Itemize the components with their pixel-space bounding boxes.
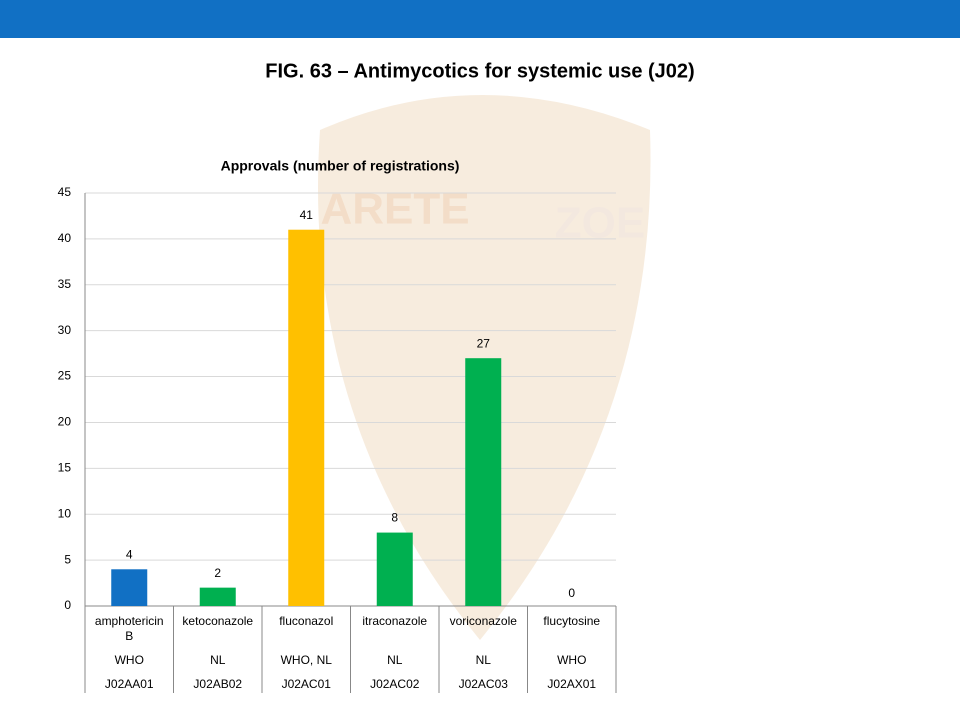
x-group-label: NL [387,653,403,667]
value-label: 41 [300,208,314,222]
x-tick-label: fluconazol [279,614,334,628]
bar [199,587,236,606]
x-group-label: J02AB02 [193,677,243,691]
y-tick-label: 45 [58,185,72,199]
x-tick-label: voriconazole [449,614,517,628]
bar [376,532,413,606]
y-tick-label: 20 [58,415,72,429]
chart-title: FIG. 63 – Antimycotics for systemic use … [265,60,694,82]
x-tick-label: amphotericin B [94,614,164,643]
x-tick-label: itraconazole [362,614,428,628]
value-label: 27 [477,336,491,350]
value-label: 4 [126,547,133,561]
x-group-label: J02AA01 [104,677,154,691]
x-tick-label: flucytosine [543,614,601,628]
y-tick-label: 5 [64,552,71,566]
x-group-label: J02AC01 [281,677,331,691]
y-tick-label: 10 [58,506,72,520]
y-tick-label: 40 [58,231,72,245]
x-group-label: WHO [114,653,144,667]
bar [288,229,325,606]
y-tick-label: 35 [58,277,72,291]
bar [465,358,502,606]
x-group-label: WHO [557,653,587,667]
y-tick-label: 0 [64,598,71,612]
x-group-label: J02AC02 [370,677,420,691]
header-bar [0,0,960,38]
value-label: 8 [391,511,398,525]
y-tick-label: 30 [58,323,72,337]
x-group-label: NL [210,653,226,667]
chart-subtitle: Approvals (number of registrations) [221,158,460,174]
watermark-text: ZOE [555,199,645,248]
y-tick-label: 15 [58,461,72,475]
bar [111,569,148,606]
value-label: 0 [568,586,575,600]
x-group-label: J02AC03 [458,677,508,691]
x-group-label: WHO, NL [280,653,332,667]
x-group-label: J02AX01 [547,677,597,691]
x-tick-label: ketoconazole [182,614,254,628]
value-label: 2 [214,566,221,580]
x-group-label: NL [475,653,491,667]
watermark-text: ARETE [320,185,469,234]
y-tick-label: 25 [58,369,72,383]
